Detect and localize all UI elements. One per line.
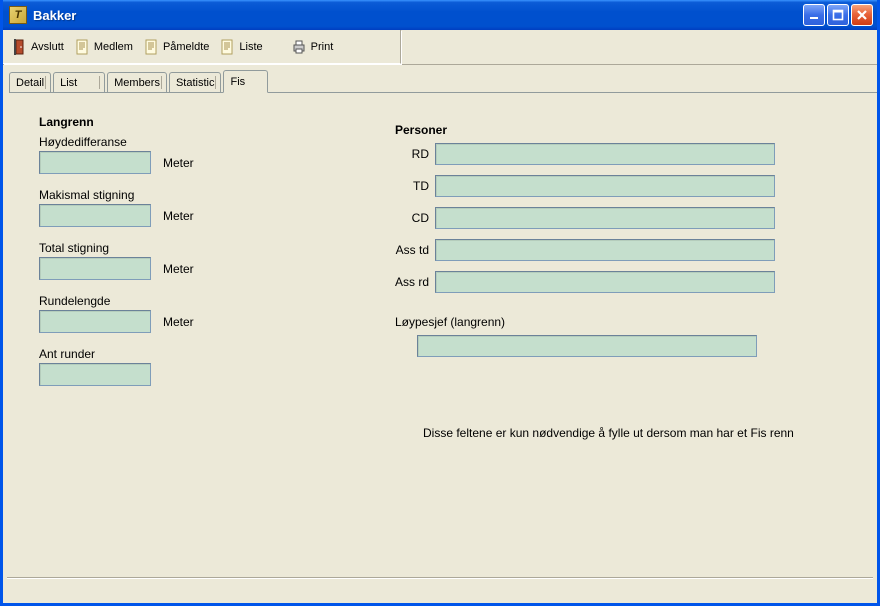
printer-icon [291, 39, 307, 55]
person-label: Ass rd [395, 275, 435, 289]
langrenn-title: Langrenn [39, 115, 279, 129]
tab-members[interactable]: Members [107, 72, 167, 93]
field-label: Rundelengde [39, 294, 279, 308]
titlebar: T Bakker [3, 0, 877, 30]
toolbar-container: Avslutt Medlem Påmeldte Liste [3, 30, 877, 65]
person-row-assrd: Ass rd [395, 271, 865, 293]
cd-input[interactable] [435, 207, 775, 229]
antrunder-input[interactable] [39, 363, 151, 386]
field-hoydediff: Høydedifferanse Meter [39, 135, 279, 174]
toolbar-label: Påmeldte [163, 41, 209, 53]
unit-label: Meter [163, 315, 194, 329]
door-icon [11, 39, 27, 55]
page-icon [219, 39, 235, 55]
field-totalstign: Total stigning Meter [39, 241, 279, 280]
assrd-input[interactable] [435, 271, 775, 293]
person-label: RD [395, 147, 435, 161]
personer-section: Personer RD TD CD Ass td Ass rd Løype [395, 123, 865, 357]
person-row-cd: CD [395, 207, 865, 229]
personer-title: Personer [395, 123, 865, 137]
toolbar-avslutt-button[interactable]: Avslutt [7, 33, 70, 61]
tab-fis[interactable]: Fis [223, 70, 268, 93]
toolbar-liste-button[interactable]: Liste [215, 33, 268, 61]
rundelen-input[interactable] [39, 310, 151, 333]
tab-strip: Detail List Members Statistic Fis [3, 65, 877, 93]
maximize-button[interactable] [827, 4, 849, 26]
app-window: T Bakker Avslutt [0, 0, 880, 606]
field-rundelen: Rundelengde Meter [39, 294, 279, 333]
totalstign-input[interactable] [39, 257, 151, 280]
toolbar-label: Avslutt [31, 41, 64, 53]
toolbar-pameldte-button[interactable]: Påmeldte [139, 33, 215, 61]
field-label: Høydedifferanse [39, 135, 279, 149]
td-input[interactable] [435, 175, 775, 197]
person-label: Ass td [395, 243, 435, 257]
toolbar-label: Print [311, 41, 334, 53]
toolbar-label: Liste [239, 41, 262, 53]
field-maksstign: Makismal stigning Meter [39, 188, 279, 227]
tab-detail[interactable]: Detail [9, 72, 51, 93]
field-antrunder: Ant runder [39, 347, 279, 386]
tab-list[interactable]: List [53, 72, 105, 93]
unit-label: Meter [163, 209, 194, 223]
person-label: CD [395, 211, 435, 225]
toolbar: Avslutt Medlem Påmeldte Liste [3, 30, 401, 64]
field-label: Total stigning [39, 241, 279, 255]
close-button[interactable] [851, 4, 873, 26]
window-controls [803, 4, 873, 26]
unit-label: Meter [163, 156, 194, 170]
asstd-input[interactable] [435, 239, 775, 261]
toolbar-print-button[interactable]: Print [287, 33, 340, 61]
page-icon [74, 39, 90, 55]
loypesjef-input[interactable] [417, 335, 757, 357]
info-note: Disse feltene er kun nødvendige å fylle … [423, 426, 794, 440]
person-row-td: TD [395, 175, 865, 197]
page-icon [143, 39, 159, 55]
person-row-rd: RD [395, 143, 865, 165]
person-label: TD [395, 179, 435, 193]
langrenn-section: Langrenn Høydedifferanse Meter Makismal … [39, 115, 279, 400]
status-bar [7, 577, 873, 599]
tab-statistic[interactable]: Statistic [169, 72, 222, 93]
field-label: Ant runder [39, 347, 279, 361]
toolbar-label: Medlem [94, 41, 133, 53]
minimize-button[interactable] [803, 4, 825, 26]
field-label: Makismal stigning [39, 188, 279, 202]
app-icon: T [9, 6, 27, 24]
window-title: Bakker [33, 8, 76, 23]
hoydediff-input[interactable] [39, 151, 151, 174]
tab-content-fis: Langrenn Høydedifferanse Meter Makismal … [3, 93, 877, 577]
rd-input[interactable] [435, 143, 775, 165]
unit-label: Meter [163, 262, 194, 276]
toolbar-medlem-button[interactable]: Medlem [70, 33, 139, 61]
maksstign-input[interactable] [39, 204, 151, 227]
person-row-asstd: Ass td [395, 239, 865, 261]
loypesjef-label: Løypesjef (langrenn) [395, 315, 865, 329]
